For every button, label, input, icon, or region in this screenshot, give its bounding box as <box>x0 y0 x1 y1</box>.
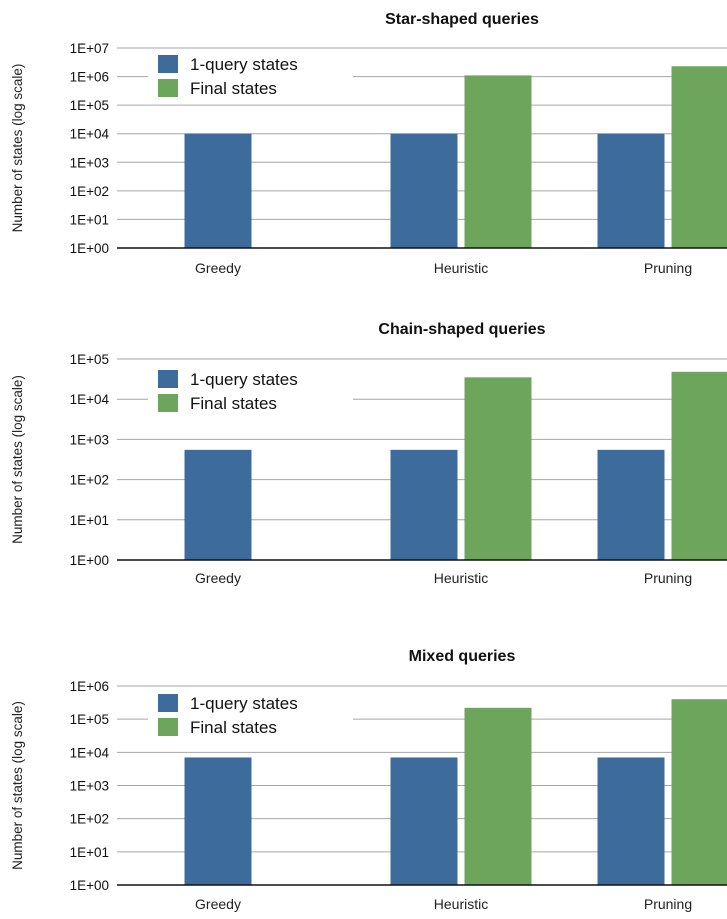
y-tick-label: 1E+02 <box>70 812 109 827</box>
bar-heuristic-series-2 <box>464 75 532 248</box>
bar-pruning-series-1 <box>597 757 665 885</box>
y-tick-label: 1E+05 <box>70 352 109 367</box>
x-tick-label: Greedy <box>195 896 241 912</box>
legend-swatch <box>158 55 178 73</box>
y-tick-label: 1E+01 <box>70 845 109 860</box>
y-tick-label: 1E+05 <box>70 98 109 113</box>
legend-label: Final states <box>190 394 277 413</box>
y-tick-label: 1E+03 <box>70 432 109 447</box>
y-axis-label: Number of states (log scale) <box>10 375 25 544</box>
y-tick-label: 1E+04 <box>70 392 110 407</box>
x-tick-label: Heuristic <box>434 570 488 586</box>
legend-label: 1-query states <box>190 370 298 389</box>
x-tick-label: Heuristic <box>434 896 488 912</box>
y-tick-label: 1E+04 <box>70 127 110 142</box>
y-tick-label: 1E+00 <box>70 878 109 893</box>
y-tick-label: 1E+02 <box>70 473 109 488</box>
chart-panel-2: Chain-shaped queries Number of states (lo… <box>10 321 727 586</box>
bar-greedy-series-1 <box>184 133 252 248</box>
bar-pruning-series-1 <box>597 133 665 248</box>
x-tick-label: Pruning <box>644 570 692 586</box>
legend-swatch <box>158 694 178 712</box>
y-tick-label: 1E+04 <box>70 745 110 760</box>
chart-panel-3: Mixed queries Number of states (log scale… <box>10 648 727 912</box>
legend-swatch <box>158 370 178 388</box>
chart-title: Star-shaped queries <box>385 11 539 28</box>
y-tick-label: 1E+01 <box>70 212 109 227</box>
x-tick-label: Pruning <box>644 896 692 912</box>
bar-pruning-series-2 <box>671 699 727 885</box>
legend-label: 1-query states <box>190 55 298 74</box>
bar-heuristic-series-1 <box>390 757 458 885</box>
legend-background <box>148 366 353 416</box>
y-tick-label: 1E+00 <box>70 241 109 256</box>
y-axis-label: Number of states (log scale) <box>10 701 25 870</box>
x-tick-label: Heuristic <box>434 260 488 276</box>
chart-title: Chain-shaped queries <box>378 321 545 338</box>
y-tick-label: 1E+05 <box>70 712 109 727</box>
legend-label: Final states <box>190 718 277 737</box>
y-tick-label: 1E+07 <box>70 41 109 56</box>
bar-greedy-series-1 <box>184 449 252 560</box>
chart-panel-1: Star-shaped queries Number of states (log… <box>10 11 727 276</box>
y-tick-label: 1E+00 <box>70 553 109 568</box>
legend-label: Final states <box>190 79 277 98</box>
y-tick-label: 1E+06 <box>70 679 109 694</box>
legend-background <box>148 690 353 740</box>
x-tick-label: Greedy <box>195 570 241 586</box>
y-axis-label: Number of states (log scale) <box>10 64 25 233</box>
bar-greedy-series-1 <box>184 757 252 885</box>
legend-swatch <box>158 718 178 736</box>
bar-pruning-series-2 <box>671 66 727 248</box>
y-tick-label: 1E+02 <box>70 184 109 199</box>
legend-swatch <box>158 394 178 412</box>
bar-pruning-series-2 <box>671 371 727 560</box>
y-tick-label: 1E+01 <box>70 513 109 528</box>
chart-title: Mixed queries <box>409 648 516 665</box>
bar-heuristic-series-2 <box>464 377 532 560</box>
y-tick-label: 1E+03 <box>70 155 109 170</box>
bar-pruning-series-1 <box>597 449 665 560</box>
y-tick-label: 1E+06 <box>70 70 109 85</box>
bar-heuristic-series-1 <box>390 133 458 248</box>
legend-label: 1-query states <box>190 694 298 713</box>
legend-swatch <box>158 79 178 97</box>
x-tick-label: Greedy <box>195 260 241 276</box>
bar-heuristic-series-2 <box>464 707 532 885</box>
y-tick-label: 1E+03 <box>70 779 109 794</box>
bar-heuristic-series-1 <box>390 449 458 560</box>
legend-background <box>148 51 353 101</box>
x-tick-label: Pruning <box>644 260 692 276</box>
